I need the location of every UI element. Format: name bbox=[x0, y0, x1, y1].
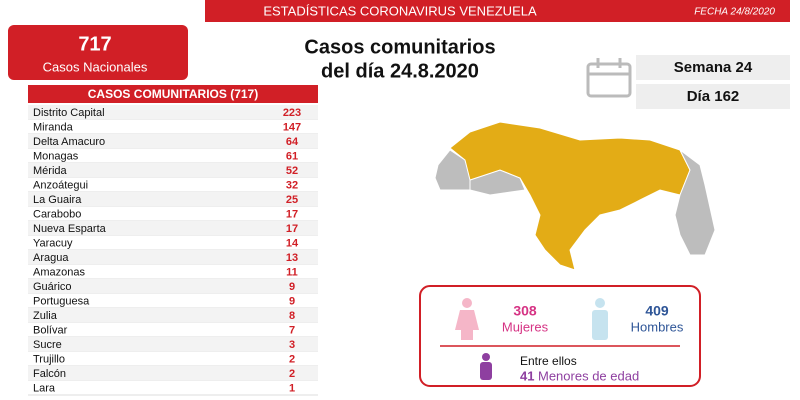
minors-icon bbox=[480, 353, 492, 380]
total-label: Casos Nacionales bbox=[43, 59, 148, 74]
table-row bbox=[28, 264, 318, 279]
state-name: Anzoátegui bbox=[33, 180, 88, 192]
total-value: 717 bbox=[78, 33, 111, 55]
state-cases: 8 bbox=[289, 310, 295, 322]
state-name: Mérida bbox=[33, 165, 68, 177]
state-cases: 7 bbox=[289, 325, 295, 337]
men-label: Hombres bbox=[631, 319, 684, 334]
header-banner bbox=[205, 0, 790, 22]
state-cases: 9 bbox=[289, 281, 295, 293]
header-date: FECHA 24/8/2020 bbox=[694, 7, 775, 18]
state-cases: 11 bbox=[286, 267, 298, 279]
state-name: Portuguesa bbox=[33, 296, 90, 308]
week: Semana 24 bbox=[674, 59, 753, 76]
table-row bbox=[28, 337, 318, 352]
state-cases: 223 bbox=[283, 107, 301, 119]
state-cases: 3 bbox=[289, 339, 295, 351]
state-cases: 17 bbox=[286, 223, 298, 235]
table-row bbox=[28, 134, 318, 149]
map bbox=[434, 121, 716, 271]
table-row bbox=[28, 293, 318, 308]
headline: Casos comunitarios bbox=[304, 36, 495, 58]
table-row bbox=[28, 279, 318, 294]
header-title: ESTADÍSTICAS CORONAVIRUS VENEZUELA bbox=[263, 3, 537, 18]
state-name: Falcón bbox=[33, 368, 66, 380]
state-cases: 32 bbox=[286, 180, 298, 192]
table-row bbox=[28, 322, 318, 337]
table-row bbox=[28, 250, 318, 265]
men-value: 409 bbox=[645, 303, 669, 319]
state-name: Yaracuy bbox=[33, 238, 73, 250]
women-value: 308 bbox=[513, 303, 537, 319]
state-cases: 147 bbox=[283, 122, 301, 134]
table-row bbox=[28, 351, 318, 366]
state-name: Zulia bbox=[33, 310, 58, 322]
state-name: Carabobo bbox=[33, 209, 81, 221]
table-row bbox=[28, 119, 318, 134]
day: Día 162 bbox=[687, 88, 740, 105]
table-row bbox=[28, 308, 318, 323]
state-name: Miranda bbox=[33, 122, 74, 134]
table-row bbox=[28, 380, 318, 395]
minors-value: 41 bbox=[520, 368, 534, 383]
calendar-icon bbox=[586, 58, 632, 98]
state-cases: 25 bbox=[286, 194, 298, 206]
week-box bbox=[636, 55, 790, 80]
state-cases: 2 bbox=[289, 354, 295, 366]
state-cases: 61 bbox=[286, 151, 298, 163]
table-row bbox=[28, 206, 318, 221]
table-row bbox=[28, 105, 318, 120]
table-row bbox=[28, 177, 318, 192]
table-row bbox=[28, 163, 318, 178]
state-name: Trujillo bbox=[33, 354, 65, 366]
state-cases: 2 bbox=[289, 368, 295, 380]
state-name: La Guaira bbox=[33, 194, 82, 206]
state-name: Delta Amacuro bbox=[33, 136, 105, 148]
headline: del día 24.8.2020 bbox=[321, 60, 479, 82]
table-row bbox=[28, 148, 318, 163]
state-name: Bolívar bbox=[33, 325, 68, 337]
table-row bbox=[28, 366, 318, 381]
minors-label: Menores de edad bbox=[538, 368, 639, 383]
women-icon bbox=[455, 298, 479, 340]
state-cases: 64 bbox=[286, 136, 299, 148]
table-title: CASOS COMUNITARIOS (717) bbox=[88, 87, 258, 101]
state-name: Distrito Capital bbox=[33, 107, 105, 119]
men-icon bbox=[592, 298, 608, 340]
state-cases: 14 bbox=[286, 238, 299, 250]
table-row bbox=[28, 235, 318, 250]
state-name: Guárico bbox=[33, 281, 72, 293]
total-box bbox=[8, 25, 188, 80]
table-row bbox=[28, 221, 318, 236]
state-name: Amazonas bbox=[33, 267, 85, 279]
table-header bbox=[28, 85, 318, 103]
state-name: Monagas bbox=[33, 151, 79, 163]
day-box bbox=[636, 84, 790, 109]
minors-intro: Entre ellos bbox=[520, 354, 577, 368]
women-label: Mujeres bbox=[502, 319, 549, 334]
state-name: Nueva Esparta bbox=[33, 223, 107, 235]
table-row bbox=[28, 192, 318, 207]
state-cases: 13 bbox=[286, 252, 298, 264]
state-name: Aragua bbox=[33, 252, 69, 264]
state-name: Sucre bbox=[33, 339, 62, 351]
state-cases: 52 bbox=[286, 165, 298, 177]
state-cases: 1 bbox=[289, 383, 295, 395]
state-name: Lara bbox=[33, 383, 56, 395]
gender-box bbox=[419, 285, 701, 387]
state-cases: 9 bbox=[289, 296, 295, 308]
state-cases: 17 bbox=[286, 209, 298, 221]
